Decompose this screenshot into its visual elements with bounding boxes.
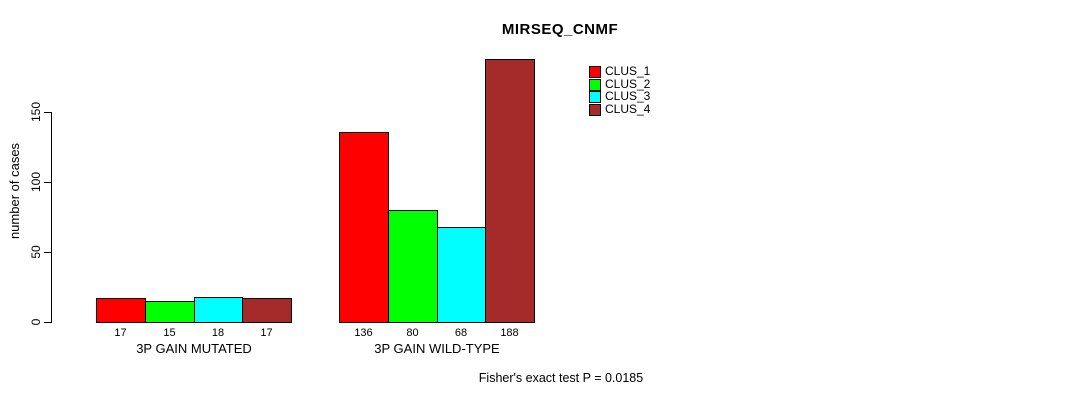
bar-value-label: 80 — [406, 327, 419, 339]
bar — [145, 301, 195, 323]
y-axis-tick — [44, 112, 51, 113]
y-axis-tick — [44, 182, 51, 183]
y-axis-tick — [44, 252, 51, 253]
legend-label: CLUS_3 — [605, 89, 651, 103]
y-axis-tick-label: 50 — [29, 245, 43, 259]
annotation-pvalue: Fisher's exact test P = 0.0185 — [478, 371, 644, 385]
y-axis-line — [51, 112, 52, 323]
legend-label: CLUS_1 — [605, 64, 651, 78]
legend-swatch — [589, 91, 601, 103]
bar-value-label: 17 — [114, 327, 127, 339]
legend-label: CLUS_2 — [605, 77, 651, 91]
y-axis-tick-label: 0 — [29, 318, 43, 326]
bar-value-label: 18 — [211, 327, 225, 339]
bar-value-label: 188 — [500, 327, 519, 339]
bar-value-label: 136 — [354, 327, 373, 339]
bar — [194, 297, 243, 323]
bar — [242, 298, 292, 323]
bar — [437, 227, 486, 323]
chart-title: MIRSEQ_CNMF — [501, 21, 619, 38]
bar — [485, 59, 535, 323]
legend-swatch — [589, 79, 601, 91]
legend-label: CLUS_4 — [605, 102, 651, 116]
group-label: 3P GAIN MUTATED — [136, 341, 252, 356]
bar — [388, 210, 438, 323]
bar — [96, 298, 146, 323]
y-axis-tick-label: 150 — [29, 101, 43, 123]
bar-value-label: 68 — [454, 327, 468, 339]
legend-swatch — [589, 104, 601, 116]
legend-swatch — [589, 66, 601, 78]
group-label: 3P GAIN WILD-TYPE — [374, 341, 500, 356]
y-axis-tick-label: 100 — [29, 171, 43, 193]
bar-value-label: 15 — [163, 327, 176, 339]
bar-value-label: 17 — [260, 327, 273, 339]
bar — [339, 132, 389, 323]
y-axis-tick — [44, 322, 51, 323]
